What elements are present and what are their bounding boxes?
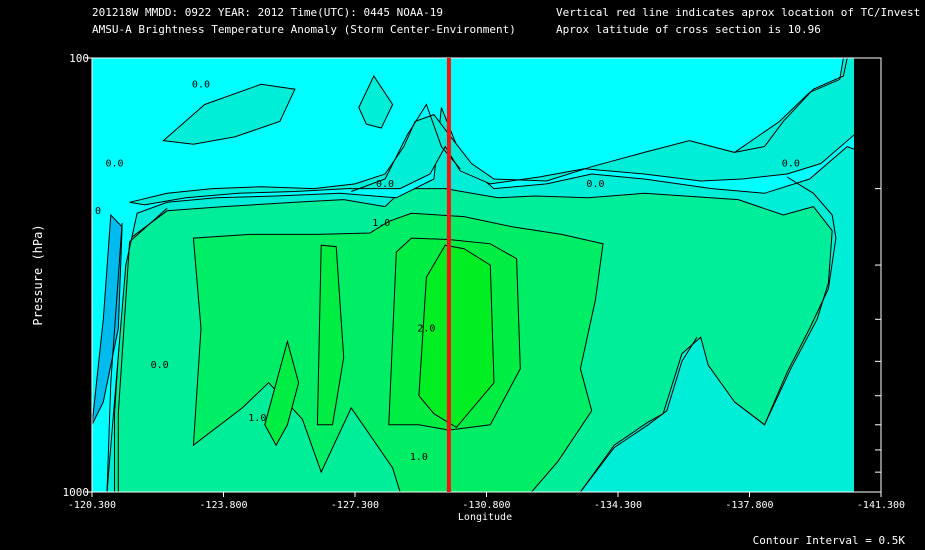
contour-label-5: 0.0 xyxy=(782,158,800,169)
header-line-2-right: Aprox latitude of cross section is 10.96 xyxy=(556,23,821,36)
x-axis-label: Longitude xyxy=(458,512,512,523)
contour-label-4: 0.0 xyxy=(586,179,604,190)
contour-fills xyxy=(92,58,854,492)
contour-line-3 xyxy=(734,58,848,153)
contour-label-10: 1.0 xyxy=(410,452,428,463)
x-tick-label-2: -127.300 xyxy=(331,500,379,511)
contour-region-9 xyxy=(358,74,394,129)
contour-interval: Contour Interval = 0.5K xyxy=(753,534,906,547)
contour-line-4 xyxy=(734,176,837,426)
header-line-1-right: Vertical red line indicates aprox locati… xyxy=(556,6,921,19)
contour-label-3: 0.0 xyxy=(376,179,394,190)
contour-label-6: 0.0 xyxy=(151,360,169,371)
contour-lines xyxy=(106,58,848,492)
contour-region-2 xyxy=(264,339,300,447)
y-tick-label-0: 100 xyxy=(69,52,89,65)
contour-region-8 xyxy=(162,83,296,145)
chart-title: AMSU-A Brightness Temperature Anomaly (S… xyxy=(92,23,516,36)
contour-label-2: 0.0 xyxy=(83,206,101,217)
contour-line-2 xyxy=(351,103,461,192)
contour-line-0 xyxy=(117,207,168,492)
x-tick-label-1: -123.800 xyxy=(199,500,247,511)
x-tick-label-4: -134.300 xyxy=(594,500,642,511)
contour-label-8: 2.0 xyxy=(417,323,435,334)
y-axis-ticks: 100 1000 xyxy=(63,52,881,499)
x-tick-label-0: -120.300 xyxy=(68,500,116,511)
x-tick-label-3: -130.800 xyxy=(462,500,510,511)
contour-region-5 xyxy=(418,244,495,429)
x-axis-ticks: -120.300 -123.800 -127.300 -130.800 -134.300… xyxy=(68,492,905,511)
x-tick-label-5: -137.800 xyxy=(725,500,773,511)
contour-label-9: 1.0 xyxy=(248,413,266,424)
contour-line-5 xyxy=(580,337,698,492)
contour-region-7 xyxy=(129,58,854,206)
contour-region-3 xyxy=(316,244,345,426)
contour-label-0: 0.0 xyxy=(192,79,210,90)
header-line-1-left: 201218W MMDD: 0922 YEAR: 2012 Time(UTC):… xyxy=(92,6,443,19)
contour-line-1 xyxy=(106,222,123,492)
contour-label-1: 0.0 xyxy=(106,158,124,169)
y-tick-label-1: 1000 xyxy=(63,486,90,499)
y-axis-label: Pressure (hPa) xyxy=(31,224,45,325)
contour-label-7: 1.0 xyxy=(372,218,390,229)
x-tick-label-6: -141.300 xyxy=(857,500,905,511)
contour-labels: 0.0 0.0 0.0 0.0 0.0 0.0 0.0 1.0 2.0 1.0 1.0 xyxy=(83,79,800,463)
